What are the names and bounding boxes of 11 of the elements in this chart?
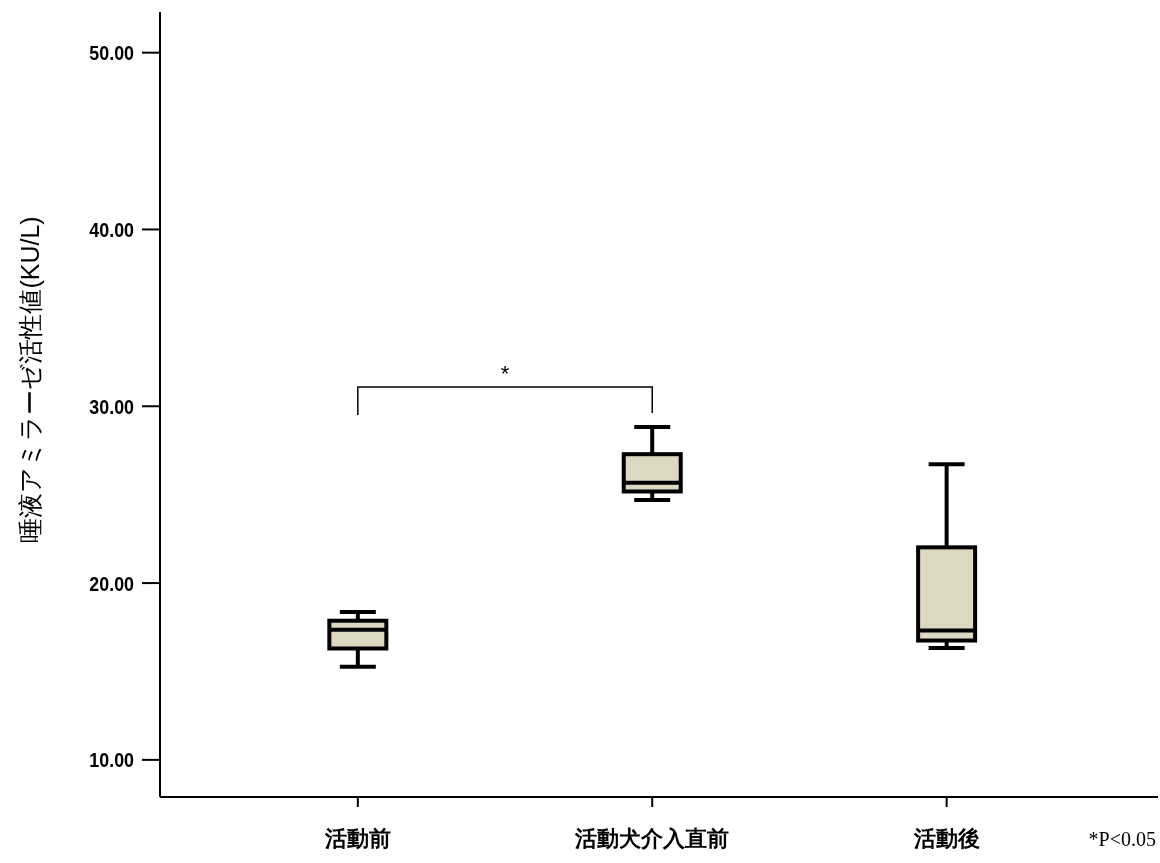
y-tick-label: 20.00 (89, 571, 135, 595)
y-tick-label: 30.00 (89, 394, 135, 419)
x-tick-label: 活動前 (323, 826, 391, 851)
y-tick-label: 10.00 (89, 748, 135, 772)
text: *P<0.05 (1088, 828, 1156, 850)
y-tick-label: 40.00 (89, 217, 135, 242)
y-tick-label: 50.00 (89, 40, 135, 65)
x-tick-label: 活動後 (912, 826, 980, 851)
y-axis-title: 唾液アミラーゼ活性値(KU/L) (16, 216, 44, 543)
annotation: * (500, 360, 510, 386)
x-tick-label: 活動犬介入直前 (574, 826, 730, 851)
